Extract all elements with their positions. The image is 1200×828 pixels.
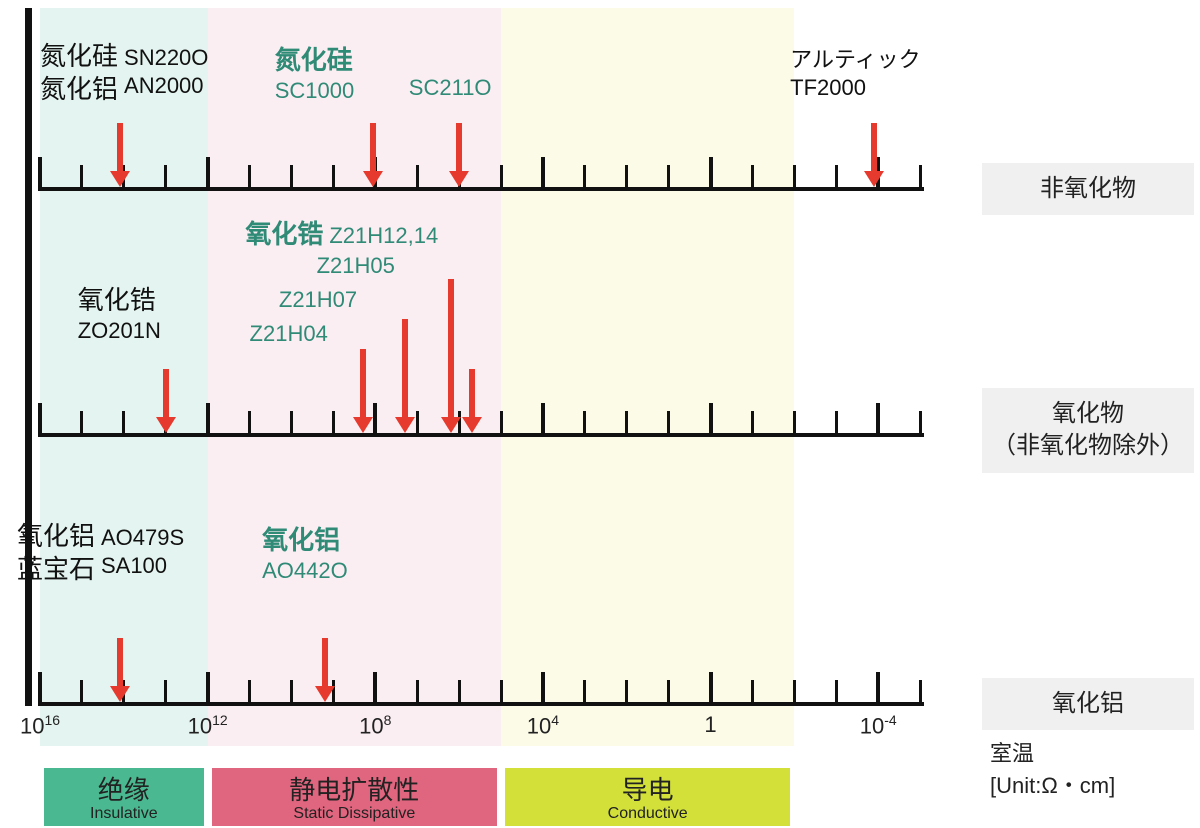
tick-minor	[290, 411, 293, 433]
arrow-marker	[460, 369, 484, 437]
data-label: Z21H05	[317, 252, 395, 280]
tick-minor	[416, 165, 419, 187]
tick-minor	[80, 680, 83, 702]
tick-major	[876, 672, 880, 702]
arrow-marker	[108, 123, 132, 191]
tick-minor	[583, 680, 586, 702]
tick-minor	[625, 680, 628, 702]
tick-major	[541, 157, 545, 187]
arrow-marker	[154, 369, 178, 437]
tick-minor	[793, 165, 796, 187]
arrow-marker	[351, 349, 375, 437]
tick-minor	[164, 680, 167, 702]
lane-alumina-label: 氧化铝	[982, 678, 1194, 730]
data-label: 氧化铝蓝宝石AO479SSA100	[17, 520, 184, 585]
tick-major	[709, 672, 713, 702]
lane-nonoxide-axis	[38, 187, 924, 191]
arrow-marker	[862, 123, 886, 191]
lane-oxide-label: 氧化物（非氧化物除外）	[982, 388, 1194, 473]
tick-minor	[248, 165, 251, 187]
data-label: SC211O	[409, 74, 492, 102]
tick-major	[876, 403, 880, 433]
tick-major	[38, 157, 42, 187]
tick-minor	[500, 680, 503, 702]
tick-minor	[835, 411, 838, 433]
zone-insulative	[40, 8, 208, 746]
tick-minor	[80, 165, 83, 187]
tick-minor	[583, 411, 586, 433]
tick-major	[206, 672, 210, 702]
tick-minor	[835, 165, 838, 187]
lane-alumina-axis	[38, 702, 924, 706]
tick-major	[206, 403, 210, 433]
axis-tick-label: 10-4	[860, 712, 897, 739]
arrow-marker	[361, 123, 385, 191]
tick-minor	[332, 165, 335, 187]
tick-major	[541, 672, 545, 702]
tick-minor	[625, 165, 628, 187]
tick-major	[206, 157, 210, 187]
zone-conductive	[501, 8, 794, 746]
tick-minor	[793, 411, 796, 433]
data-label: 氮化硅氮化铝SN220OAN2000	[40, 40, 208, 105]
lane-nonoxide-label: 非氧化物	[982, 163, 1194, 215]
region-conductive: 导电Conductive	[505, 768, 790, 826]
tick-minor	[500, 411, 503, 433]
tick-minor	[919, 165, 922, 187]
tick-major	[38, 672, 42, 702]
resistivity-chart: 非氧化物氮化硅氮化铝SN220OAN2000氮化硅SC1000SC211Oアルテ…	[30, 8, 1170, 818]
data-label: アルティックTF2000	[790, 46, 920, 101]
tick-minor	[835, 680, 838, 702]
tick-minor	[919, 411, 922, 433]
tick-minor	[667, 411, 670, 433]
data-label: 氧化锆ZO201N	[78, 284, 161, 344]
tick-major	[709, 403, 713, 433]
y-axis	[25, 8, 32, 706]
arrow-marker	[393, 319, 417, 437]
tick-major	[38, 403, 42, 433]
tick-minor	[583, 165, 586, 187]
tick-minor	[248, 680, 251, 702]
tick-minor	[500, 165, 503, 187]
tick-minor	[80, 411, 83, 433]
tick-minor	[751, 165, 754, 187]
region-dissipative: 静电扩散性Static Dissipative	[212, 768, 497, 826]
data-label: Z21H07	[279, 286, 357, 314]
tick-minor	[919, 680, 922, 702]
tick-major	[541, 403, 545, 433]
axis-tick-label: 1	[704, 712, 716, 738]
tick-major	[373, 672, 377, 702]
tick-minor	[667, 680, 670, 702]
tick-minor	[667, 165, 670, 187]
tick-minor	[458, 680, 461, 702]
data-label: 氧化铝AO442O	[262, 524, 348, 584]
tick-minor	[625, 411, 628, 433]
region-insulative: 绝缘Insulative	[44, 768, 204, 826]
tick-minor	[416, 680, 419, 702]
data-label: Z21H04	[250, 320, 328, 348]
arrow-marker	[108, 638, 132, 706]
data-label: 氧化锆Z21H12,14	[245, 218, 438, 251]
tick-minor	[290, 680, 293, 702]
tick-minor	[793, 680, 796, 702]
tick-minor	[290, 165, 293, 187]
axis-tick-label: 104	[527, 712, 559, 739]
axis-tick-label: 1016	[20, 712, 60, 739]
data-label: 氮化硅SC1000	[275, 44, 355, 104]
tick-minor	[122, 411, 125, 433]
tick-minor	[248, 411, 251, 433]
unit-note: 室温[Unit:Ω・cm]	[990, 738, 1115, 802]
arrow-marker	[313, 638, 337, 706]
tick-minor	[332, 411, 335, 433]
arrow-marker	[447, 123, 471, 191]
tick-major	[709, 157, 713, 187]
axis-tick-label: 1012	[188, 712, 228, 739]
tick-minor	[751, 680, 754, 702]
tick-minor	[164, 165, 167, 187]
axis-tick-label: 108	[359, 712, 391, 739]
tick-minor	[751, 411, 754, 433]
